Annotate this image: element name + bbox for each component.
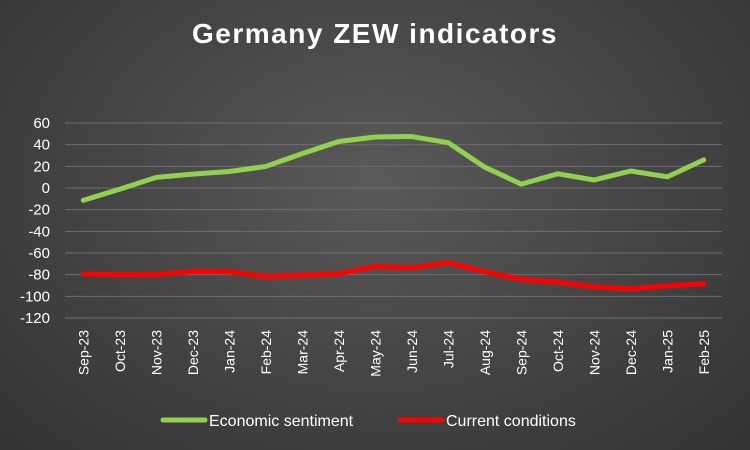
x-tick-label: Nov-24 <box>586 330 602 375</box>
data-point-current-conditions <box>154 272 159 277</box>
data-point-economic-sentiment <box>665 174 670 179</box>
x-tick-label: Mar-24 <box>294 330 310 375</box>
data-point-current-conditions <box>592 285 597 290</box>
x-tick-label: Sep-23 <box>75 330 91 375</box>
data-point-economic-sentiment <box>555 171 560 176</box>
y-tick-label: -80 <box>28 267 50 284</box>
data-point-economic-sentiment <box>227 169 232 174</box>
y-tick-label: 40 <box>33 137 50 154</box>
y-tick-label: -40 <box>28 223 50 240</box>
y-tick-label: -60 <box>28 245 50 262</box>
data-point-economic-sentiment <box>482 165 487 170</box>
x-tick-label: Oct-24 <box>550 330 566 372</box>
data-point-economic-sentiment <box>300 151 305 156</box>
data-point-current-conditions <box>263 274 268 279</box>
data-point-current-conditions <box>227 269 232 274</box>
x-tick-label: Jun-24 <box>404 330 420 373</box>
x-tick-label: Jan-24 <box>221 330 237 373</box>
x-tick-label: Jan-25 <box>659 330 675 373</box>
y-tick-label: 20 <box>33 158 50 175</box>
data-point-economic-sentiment <box>190 172 195 177</box>
data-point-economic-sentiment <box>628 168 633 173</box>
y-tick-label: 0 <box>42 180 50 197</box>
data-point-current-conditions <box>300 273 305 278</box>
data-point-current-conditions <box>446 260 451 265</box>
x-tick-label: Dec-23 <box>185 330 201 375</box>
data-point-current-conditions <box>628 286 633 291</box>
x-tick-label: Feb-24 <box>258 330 274 375</box>
data-point-economic-sentiment <box>701 157 706 162</box>
data-point-current-conditions <box>336 271 341 276</box>
data-point-current-conditions <box>665 283 670 288</box>
data-point-current-conditions <box>373 264 378 269</box>
data-point-economic-sentiment <box>373 134 378 139</box>
series-line-current-conditions <box>80 260 707 292</box>
x-tick-label: Apr-24 <box>331 330 347 372</box>
data-point-economic-sentiment <box>81 198 86 203</box>
y-tick-label: -120 <box>20 310 50 327</box>
x-tick-label: Sep-24 <box>513 330 529 375</box>
x-tick-label: Feb-25 <box>696 330 712 375</box>
chart-title: Germany ZEW indicators <box>192 18 558 49</box>
x-tick-label: May-24 <box>367 330 383 377</box>
y-tick-label: -20 <box>28 202 50 219</box>
data-point-economic-sentiment <box>263 164 268 169</box>
x-tick-label: Jul-24 <box>440 330 456 368</box>
data-point-economic-sentiment <box>117 187 122 192</box>
data-point-economic-sentiment <box>336 139 341 144</box>
data-point-economic-sentiment <box>409 134 414 139</box>
data-point-economic-sentiment <box>154 175 159 180</box>
data-point-economic-sentiment <box>592 177 597 182</box>
y-tick-label: -100 <box>20 288 50 305</box>
data-point-current-conditions <box>701 281 706 286</box>
data-point-current-conditions <box>555 280 560 285</box>
series-line-economic-sentiment <box>80 134 707 203</box>
data-point-current-conditions <box>190 269 195 274</box>
data-point-economic-sentiment <box>446 140 451 145</box>
x-tick-label: Dec-24 <box>623 330 639 375</box>
legend-label-economic-sentiment: Economic sentiment <box>209 413 354 430</box>
data-point-economic-sentiment <box>519 182 524 187</box>
data-point-current-conditions <box>519 277 524 282</box>
data-point-current-conditions <box>409 265 414 270</box>
x-tick-label: Oct-23 <box>112 330 128 372</box>
y-tick-label: 60 <box>33 115 50 132</box>
data-point-current-conditions <box>81 272 86 277</box>
legend-label-current-conditions: Current conditions <box>446 413 576 430</box>
x-tick-label: Nov-23 <box>148 330 164 375</box>
data-point-current-conditions <box>117 272 122 277</box>
data-point-current-conditions <box>482 269 487 274</box>
x-tick-label: Aug-24 <box>477 330 493 375</box>
